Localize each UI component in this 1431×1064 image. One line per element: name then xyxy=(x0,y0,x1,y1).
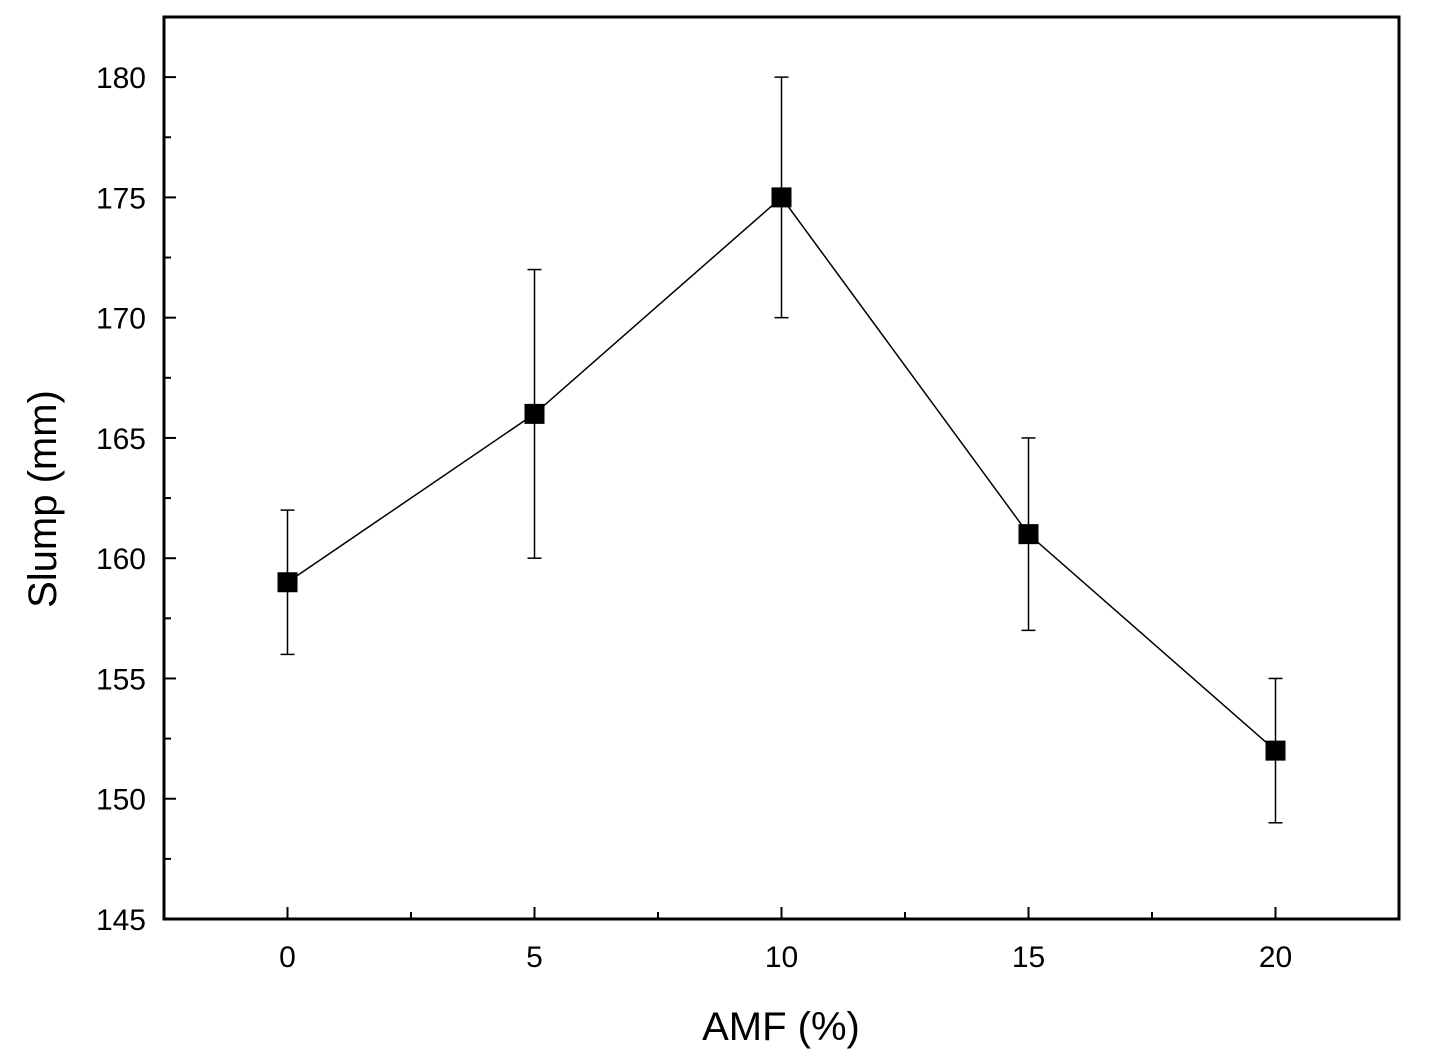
data-point-marker xyxy=(771,187,792,208)
y-tick-label: 155 xyxy=(96,663,146,696)
x-tick-label: 5 xyxy=(526,941,543,974)
y-axis-title: Slump (mm) xyxy=(21,390,65,608)
x-tick-label: 20 xyxy=(1259,941,1292,974)
y-tick-label: 150 xyxy=(96,784,146,817)
y-tick-label: 145 xyxy=(96,904,146,937)
x-tick-label: 0 xyxy=(279,941,296,974)
y-tick-label: 175 xyxy=(96,182,146,215)
y-tick-label: 165 xyxy=(96,423,146,456)
x-tick-label: 10 xyxy=(765,941,798,974)
minor-ticks xyxy=(164,136,1153,919)
data-point-marker xyxy=(277,572,298,593)
series-layer xyxy=(277,76,1286,824)
tick-labels: 0 5 10 15 20 145 150 155 160 165 170 175 180 xyxy=(96,62,1292,974)
y-tick-label: 160 xyxy=(96,543,146,576)
y-tick-label: 170 xyxy=(96,303,146,336)
data-point-marker xyxy=(524,403,545,424)
data-point-marker xyxy=(1018,524,1039,545)
major-ticks xyxy=(164,76,1277,920)
x-tick-label: 15 xyxy=(1012,941,1045,974)
y-tick-label: 180 xyxy=(96,62,146,95)
x-axis-title: AMF (%) xyxy=(702,1005,860,1049)
data-point-marker xyxy=(1265,740,1286,761)
